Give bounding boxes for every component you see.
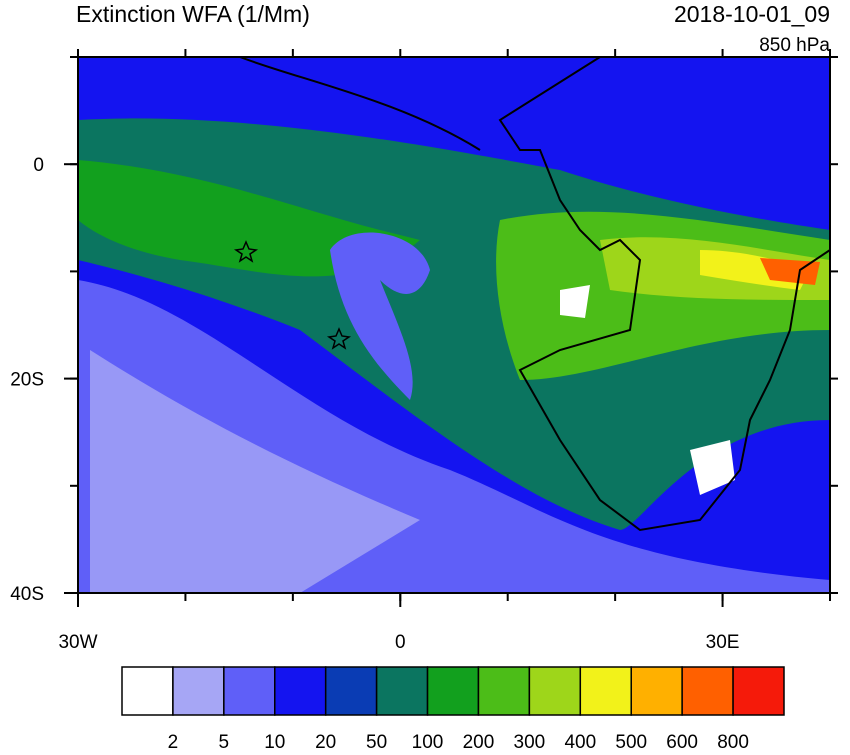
- axis-ticks: 30W 0 30E 0 20S 40S: [10, 49, 838, 653]
- lon-tick-label: 30E: [706, 632, 740, 653]
- colorbar-label: 200: [463, 732, 495, 750]
- colorbar-box: [579, 666, 632, 716]
- colorbar-box: [223, 666, 276, 716]
- colorbar-box: [732, 666, 785, 716]
- title: Extinction WFA (1/Mm): [76, 1, 310, 27]
- colorbar-label: 20: [315, 732, 336, 750]
- lat-tick-label: 20S: [10, 370, 44, 391]
- colorbar-box: [172, 666, 225, 716]
- colorbar-label: 5: [219, 732, 230, 750]
- lat-tick-label: 0: [33, 155, 44, 176]
- colorbar-box: [681, 666, 734, 716]
- colorbar-box: [630, 666, 683, 716]
- colorbar-box: [426, 666, 480, 716]
- colorbar-label: 2: [168, 732, 179, 750]
- colorbar-label: 10: [264, 732, 285, 750]
- colorbar-label: 100: [412, 732, 444, 750]
- colorbar-box: [121, 666, 174, 716]
- colorbar-label: 400: [564, 732, 596, 750]
- lon-tick-label: 30W: [58, 632, 97, 653]
- colorbar-label: 300: [514, 732, 546, 750]
- colorbar-label: 50: [366, 732, 387, 750]
- map-frame: [77, 56, 831, 594]
- colorbar-box: [477, 666, 531, 716]
- colorbar-box: [324, 666, 378, 716]
- colorbar-box: [274, 666, 327, 716]
- datetime: 2018-10-01_09: [674, 1, 830, 27]
- lon-tick-label: 0: [395, 632, 406, 653]
- level: 850 hPa: [759, 35, 830, 56]
- lat-tick-label: 40S: [10, 584, 44, 605]
- colorbar-box: [375, 666, 429, 716]
- colorbar-label: 600: [666, 732, 698, 750]
- colorbar: 2 5 10 20 50 100 200 300 400 500 600 800: [121, 666, 785, 753]
- map-field: [78, 57, 830, 593]
- colorbar-label: 500: [615, 732, 647, 750]
- colorbar-label: 800: [717, 732, 749, 750]
- colorbar-box: [528, 666, 582, 716]
